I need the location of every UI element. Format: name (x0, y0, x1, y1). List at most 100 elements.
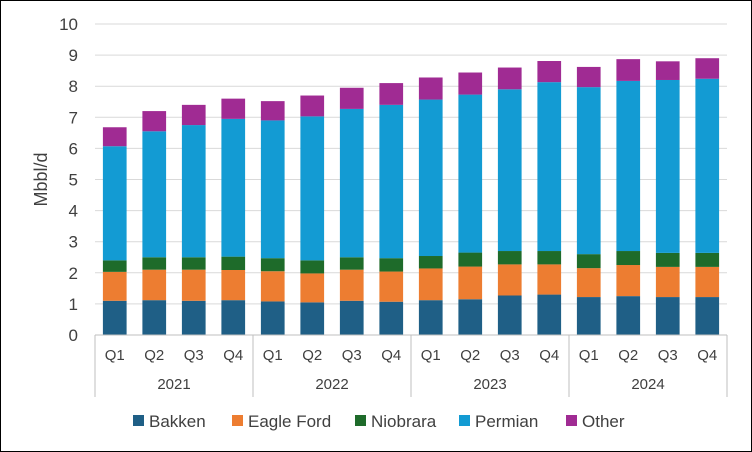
legend-swatch (232, 415, 243, 426)
bar-segment-permian (181, 125, 206, 258)
bar-segment-bakken (339, 300, 364, 335)
bar-segment-permian (221, 118, 246, 257)
bar-segment-other (576, 66, 601, 88)
bar-segment-bakken (300, 302, 325, 335)
bar-segment-other (458, 72, 483, 95)
bar-segment-permian (300, 116, 325, 261)
x-tick-label: Q4 (381, 347, 401, 364)
bar-segment-niobrara (655, 252, 680, 267)
bar-segment-other (379, 83, 404, 105)
y-tick-label: 4 (69, 202, 78, 221)
bar-segment-eagle-ford (379, 271, 404, 302)
y-tick-label: 2 (69, 264, 78, 283)
x-tick-label: Q4 (539, 347, 559, 364)
bar-segment-bakken (497, 295, 522, 335)
x-axis: Q1 Q2 Q3 Q4 Q1 Q2 Q3 Q4 Q1 Q2 Q3 Q4 Q1 Q2 Q3 Q4 2021 2022… (94, 334, 728, 397)
bar-segment-eagle-ford (142, 269, 167, 301)
bar-segment-other (260, 101, 285, 121)
bar-segment-permian (418, 99, 443, 256)
x-tick-label: Q1 (105, 347, 125, 364)
bar-segment-niobrara (260, 258, 285, 272)
bar-segment-bakken (379, 301, 404, 335)
bar-segment-niobrara (497, 251, 522, 265)
bar-segment-bakken (102, 300, 127, 335)
y-tick-label: 8 (69, 77, 78, 96)
bars (102, 58, 720, 336)
legend-label: Eagle Ford (248, 412, 331, 431)
bar-segment-eagle-ford (221, 270, 246, 301)
bar-segment-permian (260, 120, 285, 259)
bar-segment-bakken (418, 300, 443, 335)
bar-segment-bakken (260, 301, 285, 335)
bar-segment-other (102, 127, 127, 147)
legend-swatch (459, 415, 470, 426)
y-tick-label: 0 (69, 326, 78, 345)
bar-segment-eagle-ford (537, 264, 562, 295)
legend-label: Bakken (149, 412, 206, 431)
bar-segment-permian (458, 94, 483, 253)
x-tick-label: Q2 (302, 347, 322, 364)
bar-segment-niobrara (418, 256, 443, 269)
bar-segment-niobrara (537, 251, 562, 265)
bar-segment-eagle-ford (339, 269, 364, 301)
bar-segment-eagle-ford (695, 266, 720, 298)
bar-segment-bakken (655, 297, 680, 335)
bar-segment-other (300, 95, 325, 117)
y-tick-label: 6 (69, 139, 78, 158)
bar-segment-eagle-ford (300, 273, 325, 303)
bar-segment-niobrara (339, 257, 364, 270)
bar-segment-niobrara (576, 254, 601, 269)
x-tick-label: Q4 (223, 347, 243, 364)
bar-segment-niobrara (300, 260, 325, 274)
x-tick-label: Q1 (579, 347, 599, 364)
bar-segment-niobrara (695, 252, 720, 267)
x-tick-label: Q3 (342, 347, 362, 364)
legend-swatch (133, 415, 144, 426)
bar-segment-niobrara (616, 251, 641, 266)
y-tick-label: 9 (69, 46, 78, 65)
x-tick-label: Q2 (618, 347, 638, 364)
bar-segment-bakken (142, 300, 167, 335)
bar-segment-bakken (181, 300, 206, 335)
bar-segment-niobrara (181, 257, 206, 270)
legend-label: Other (582, 412, 625, 431)
x-tick-label: Q3 (184, 347, 204, 364)
y-tick-label: 7 (69, 108, 78, 127)
bar-segment-niobrara (379, 258, 404, 272)
bar-segment-permian (379, 104, 404, 259)
bar-segment-eagle-ford (102, 271, 127, 301)
bar-segment-bakken (537, 294, 562, 335)
y-tick-label: 1 (69, 295, 78, 314)
year-label: 2023 (473, 376, 506, 393)
bar-segment-bakken (221, 300, 246, 335)
y-axis-label: Mbbl/d (31, 152, 51, 206)
bar-segment-niobrara (142, 257, 167, 270)
bar-segment-permian (655, 79, 680, 253)
bar-segment-other (221, 98, 246, 119)
bar-segment-niobrara (102, 260, 127, 272)
bar-segment-permian (497, 89, 522, 252)
bar-segment-eagle-ford (181, 269, 206, 301)
year-label: 2021 (157, 376, 190, 393)
y-tick-label: 3 (69, 233, 78, 252)
bar-segment-permian (339, 108, 364, 258)
legend-label: Niobrara (371, 412, 437, 431)
bar-segment-bakken (458, 299, 483, 335)
legend-label: Permian (475, 412, 538, 431)
bar-segment-bakken (695, 297, 720, 335)
bar-segment-permian (537, 82, 562, 252)
y-tick-label: 5 (69, 171, 78, 190)
bar-segment-other (142, 111, 167, 132)
legend: Bakken Eagle Ford Niobrara Permian Other (133, 412, 625, 431)
bar-segment-other (339, 87, 364, 109)
legend-swatch (566, 415, 577, 426)
bar-segment-other (695, 58, 720, 79)
bar-segment-permian (695, 78, 720, 253)
bar-segment-other (181, 104, 206, 126)
year-label: 2024 (631, 376, 664, 393)
x-tick-label: Q3 (500, 347, 520, 364)
bar-segment-eagle-ford (616, 265, 641, 297)
bar-segment-bakken (616, 296, 641, 336)
year-label: 2022 (315, 376, 348, 393)
